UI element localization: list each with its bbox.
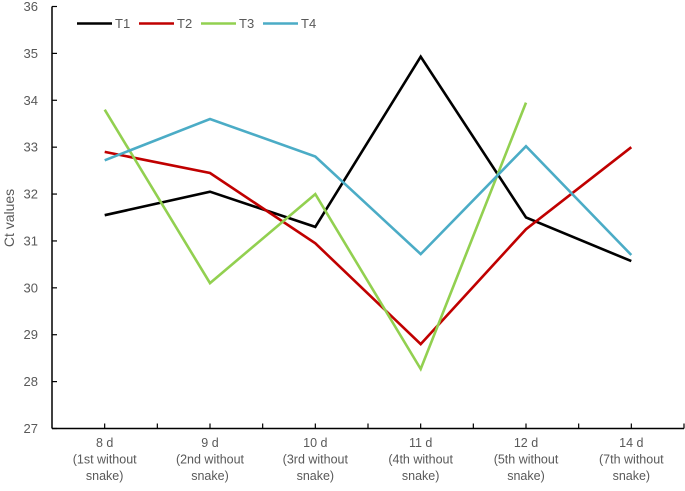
x-category-label: 12 d (5th without snake)	[494, 436, 559, 483]
x-category-label: 9 d (2nd without snake)	[176, 436, 245, 483]
y-tick-label: 28	[24, 374, 38, 389]
legend-label: T3	[239, 16, 254, 31]
y-tick-label: 33	[24, 140, 38, 155]
series-lines	[103, 54, 633, 372]
y-axis-title: Ct values	[1, 189, 17, 247]
legend-item-t3: T3	[201, 16, 254, 31]
y-tick-label: 29	[24, 327, 38, 342]
series-line-t3	[103, 102, 528, 372]
legend-label: T1	[115, 16, 130, 31]
y-tick-label: 31	[24, 233, 38, 248]
y-tick-label: 32	[24, 187, 38, 202]
legend-item-t4: T4	[263, 16, 316, 31]
y-tick-label: 27	[24, 421, 38, 436]
series-line-t1	[104, 54, 632, 263]
x-category-label: 10 d (3rd without snake)	[283, 436, 349, 483]
x-category-label: 8 d (1st without snake)	[73, 436, 137, 483]
y-tick-label: 35	[24, 46, 38, 61]
x-axis: 8 d (1st without snake) 9 d (2nd without snak…	[52, 423, 685, 483]
legend-item-t1: T1	[77, 16, 130, 31]
x-category-label: 11 d (4th without snake)	[388, 436, 453, 483]
series-line-t2	[104, 146, 633, 346]
y-axis: 27 28 29 30 31 32 33 34 35 36	[24, 0, 57, 436]
y-tick-label: 34	[24, 93, 38, 108]
legend-label: T4	[301, 16, 316, 31]
legend-label: T2	[177, 16, 192, 31]
y-tick-label: 36	[24, 0, 38, 14]
y-tick-label: 30	[24, 280, 38, 295]
legend: T1 T2 T3 T4	[77, 16, 316, 31]
legend-item-t2: T2	[139, 16, 192, 31]
series-line-t4	[104, 117, 633, 256]
x-category-label: 14 d (7th without snake)	[599, 436, 664, 483]
